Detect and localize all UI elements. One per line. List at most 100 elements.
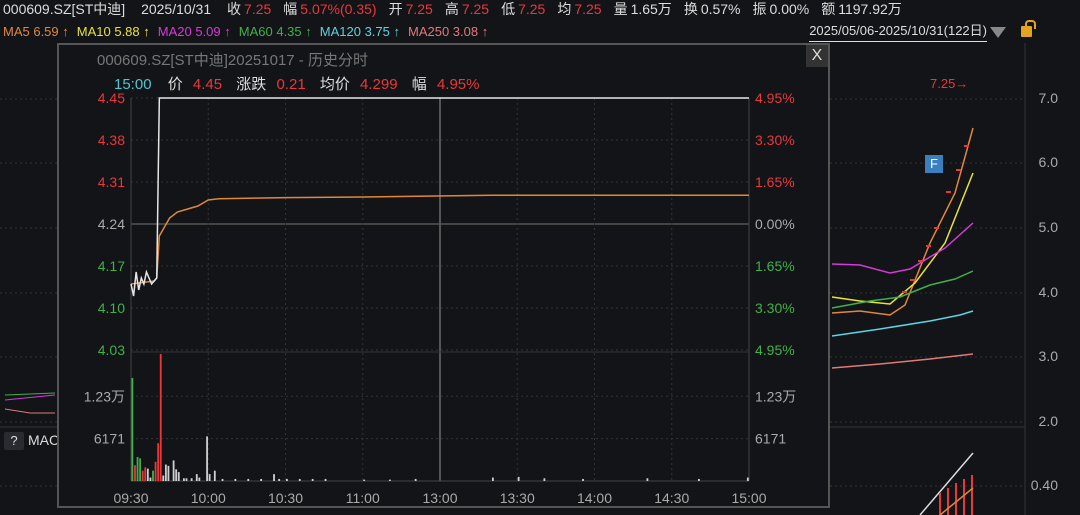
ma-item: MA10 5.88 ↑ xyxy=(76,24,150,39)
pct-tick: 0.00% xyxy=(755,216,795,232)
field-label: 振 xyxy=(752,1,767,17)
f-badge[interactable]: F xyxy=(925,155,943,173)
volume-bar xyxy=(152,470,154,481)
right-axis-label: 2.0 xyxy=(1038,413,1058,429)
volume-bar xyxy=(157,443,160,481)
volume-bar xyxy=(221,478,224,481)
field-label: 开 xyxy=(388,1,403,17)
info-change-label: 涨跌 xyxy=(236,76,267,93)
ma-item: MA250 3.08 ↑ xyxy=(407,24,489,39)
price-tick: 4.24 xyxy=(98,216,125,232)
quote-header: 000609.SZ[ST中迪] 2025/10/31 收 7.25 幅 5.07%(0… xyxy=(0,0,1080,20)
volume-bar xyxy=(144,467,147,481)
intraday-chart: 4.45 4.95% 4.38 3.30% 4.31 1.65% 4.24 0.00% 4.17… xyxy=(84,90,797,506)
info-price-label: 价 xyxy=(167,76,183,93)
volume-bar xyxy=(167,465,170,481)
info-avg-label: 均价 xyxy=(319,76,350,93)
volume-bar xyxy=(172,460,175,481)
field-label: 量 xyxy=(613,1,628,17)
volume-tick-right: 6171 xyxy=(755,431,786,447)
info-price: 4.45 xyxy=(192,76,223,93)
close-button[interactable]: X xyxy=(806,45,828,67)
volume-bar xyxy=(234,478,237,481)
volume-bar xyxy=(298,478,301,481)
volume-bar xyxy=(185,478,188,481)
history-intraday-popup: 000609.SZ[ST中迪]20251017 - 历史分时 X 15:00 价… xyxy=(57,43,830,508)
volume-bar xyxy=(195,474,198,481)
volume-bar xyxy=(175,469,178,481)
volume-bar xyxy=(746,477,749,481)
field-value: 1.65万 xyxy=(630,1,672,17)
volume-bar xyxy=(183,478,185,481)
right-axis-label: 6.0 xyxy=(1038,154,1058,170)
time-tick: 14:30 xyxy=(654,490,689,506)
time-tick: 15:00 xyxy=(731,490,766,506)
right-axis-label: 5.0 xyxy=(1038,219,1058,235)
volume-bar xyxy=(149,477,152,481)
right-axis-label: 3.0 xyxy=(1038,348,1058,364)
field-label: 收 xyxy=(227,1,242,17)
help-button[interactable]: ? xyxy=(4,432,24,450)
ma-item: MA60 4.35 ↑ xyxy=(238,24,312,39)
volume-bar xyxy=(646,478,649,481)
volume-bar xyxy=(164,464,167,481)
volume-bar xyxy=(273,474,275,481)
price-tick: 4.45 xyxy=(98,90,125,106)
time-tick: 13:00 xyxy=(422,490,457,506)
volume-bar xyxy=(136,456,139,481)
field-value: 7.25 xyxy=(574,1,602,17)
dropdown-triangle-icon[interactable] xyxy=(990,27,1006,38)
info-time: 15:00 xyxy=(114,76,152,93)
field-value: 7.25 xyxy=(244,1,272,17)
volume-bar xyxy=(134,465,136,481)
time-tick: 13:30 xyxy=(500,490,535,506)
ma120-line xyxy=(831,310,974,337)
volume-bar xyxy=(146,468,149,481)
volume-bar xyxy=(324,478,327,481)
quote-date: 2025/10/31 xyxy=(141,1,212,17)
ma20-line xyxy=(831,222,974,274)
volume-bar xyxy=(389,479,391,481)
pct-tick: 1.65% xyxy=(755,174,795,190)
ma-legend: MA5 6.59 ↑ MA10 5.88 ↑ MA20 5.09 ↑ MA60 4.3… xyxy=(0,20,1080,43)
right-axis-label: 7.0 xyxy=(1038,90,1058,106)
field-label: 额 xyxy=(821,1,836,17)
ma-item: MA20 5.09 ↑ xyxy=(157,24,231,39)
ma5-line xyxy=(831,127,974,316)
volume-bar xyxy=(260,478,263,481)
volume-bar xyxy=(492,477,494,481)
time-tick: 14:00 xyxy=(577,490,612,506)
volume-tick: 6171 xyxy=(94,431,125,447)
volume-bar xyxy=(543,478,546,481)
volume-bar xyxy=(286,478,288,481)
volume-bar xyxy=(190,478,193,481)
volume-bar xyxy=(698,478,700,481)
volume-bar xyxy=(208,474,211,481)
volume-tick-right: 1.23万 xyxy=(755,388,796,404)
right-axis-label: 4.0 xyxy=(1038,284,1058,300)
date-range[interactable]: 2025/05/06-2025/10/31(122日) xyxy=(809,21,987,42)
field-value: 7.25 xyxy=(405,1,433,17)
volume-bar xyxy=(213,470,216,481)
price-tick: 4.10 xyxy=(98,300,125,316)
volume-bar xyxy=(247,478,250,481)
price-tick: 4.38 xyxy=(98,132,125,148)
macd-label: MAC xyxy=(28,432,60,448)
volume-bar xyxy=(198,477,201,481)
volume-bar xyxy=(311,478,314,481)
time-tick: 10:30 xyxy=(268,490,303,506)
volume-bar xyxy=(278,478,281,481)
pct-tick: 1.65% xyxy=(755,258,795,274)
ma-item: MA120 3.75 ↑ xyxy=(319,24,400,39)
ma250-line xyxy=(831,353,974,369)
last-price-tag: 7.25→ xyxy=(930,76,969,91)
volume-bar xyxy=(363,479,366,481)
info-pct: 4.95% xyxy=(436,76,480,93)
lock-icon[interactable] xyxy=(1021,20,1036,37)
cursor-info: 15:00 价 4.45 涨跌 0.21 均价 4.299 幅 4.95% xyxy=(114,73,485,94)
pct-tick: 3.30% xyxy=(755,132,795,148)
pct-tick: 3.30% xyxy=(755,300,795,316)
price-tick: 4.17 xyxy=(98,258,125,274)
volume-bar xyxy=(177,472,180,481)
field-label: 高 xyxy=(444,1,459,17)
